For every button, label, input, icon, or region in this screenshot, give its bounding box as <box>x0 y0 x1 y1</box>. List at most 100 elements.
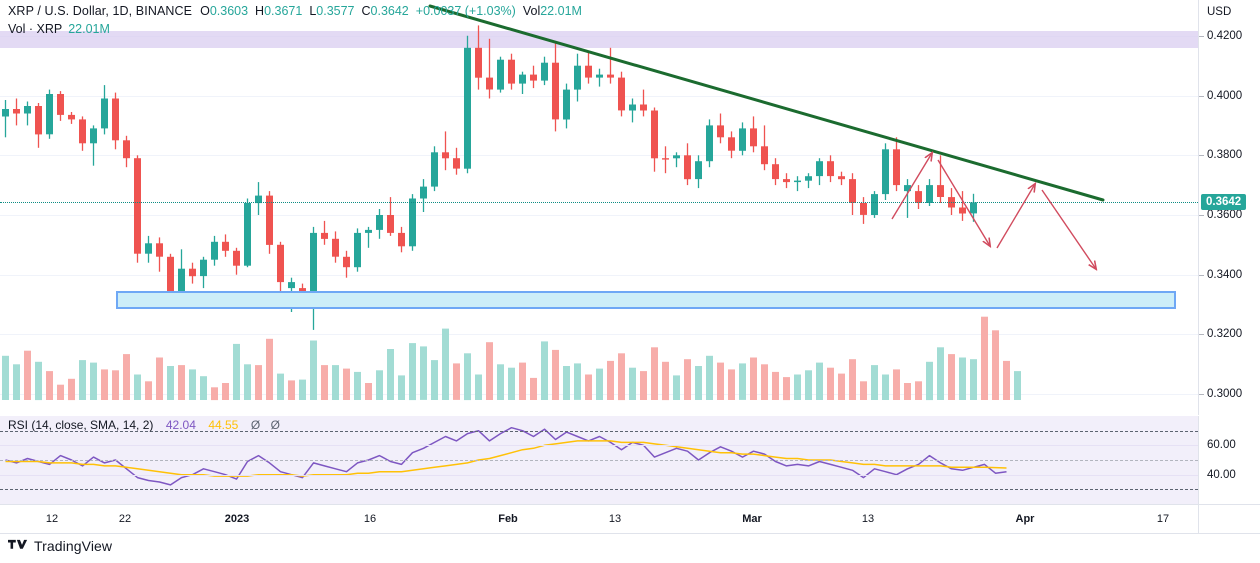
volume-bar <box>24 350 31 400</box>
rsi-axis-tick: 40.00 <box>1207 468 1236 481</box>
volume-bar <box>750 357 757 400</box>
candle-body <box>926 185 933 203</box>
candle-body <box>145 243 152 254</box>
volume-bar <box>662 361 669 401</box>
candle-body <box>739 128 746 151</box>
volume-bar <box>739 363 746 400</box>
price-axis[interactable]: USD 0.4200 0.4000 0.3800 0.3600 0.3400 0.3200… <box>1198 0 1260 415</box>
time-axis[interactable]: 12 22 2023 16 Feb 13 Mar 13 Apr 17 <box>0 504 1260 534</box>
volume-bar <box>2 355 9 400</box>
candle-body <box>563 89 570 120</box>
drawing-annotations[interactable] <box>0 0 1198 415</box>
rsi-gridline <box>0 474 1198 476</box>
candle-body <box>90 128 97 144</box>
resistance-band-overlay <box>0 31 1198 48</box>
volume-bar <box>332 365 339 400</box>
candle-body <box>970 202 977 214</box>
current-price-badge: 0.3642 <box>1201 194 1247 211</box>
candle-body <box>123 140 130 159</box>
volume-bar <box>79 360 86 400</box>
candle-body <box>552 62 559 120</box>
volume-bar <box>57 384 64 400</box>
candle-body <box>13 109 20 114</box>
volume-bar <box>618 353 625 401</box>
volume-bar <box>904 383 911 400</box>
volume-bar <box>464 353 471 401</box>
candle-body <box>387 215 394 233</box>
volume-bar <box>574 363 581 400</box>
axis-tick-mark <box>1199 155 1204 157</box>
volume-bar <box>343 368 350 400</box>
candle-body <box>827 161 834 177</box>
candle-body <box>398 232 405 247</box>
candle-body <box>618 77 625 111</box>
volume-bar <box>717 362 724 400</box>
candle-body <box>684 155 691 180</box>
candle-body <box>178 268 185 296</box>
candle-body <box>244 203 251 266</box>
volume-bar <box>783 377 790 401</box>
volume-bar <box>849 359 856 400</box>
volume-bar <box>112 370 119 400</box>
volume-bar <box>222 383 229 400</box>
volume-bar <box>552 349 559 400</box>
candle-body <box>541 62 548 81</box>
volume-bar <box>420 346 427 400</box>
tradingview-footer[interactable]: TradingView <box>8 538 112 554</box>
volume-bar <box>937 347 944 400</box>
volume-bar <box>497 364 504 400</box>
candle-body <box>904 185 911 192</box>
candle-body <box>409 198 416 247</box>
volume-bar <box>827 367 834 400</box>
projection-down-2[interactable] <box>1041 189 1096 269</box>
volume-bar <box>926 361 933 401</box>
time-axis-tick: Feb <box>498 513 518 525</box>
support-zone-rectangle[interactable] <box>116 291 1176 309</box>
volume-bar <box>695 366 702 400</box>
time-axis-tick: Mar <box>742 513 762 525</box>
projection-down-1[interactable] <box>937 159 990 246</box>
volume-bar <box>607 360 614 400</box>
rsi-axis[interactable]: 60.00 40.00 <box>1198 416 1260 504</box>
volume-bar <box>277 373 284 400</box>
volume-bar <box>596 368 603 400</box>
volume-bar <box>453 363 460 400</box>
price-axis-tick: 0.3000 <box>1207 388 1243 401</box>
rsi-midline <box>0 460 1198 461</box>
volume-bar <box>354 371 361 400</box>
volume-bar <box>475 374 482 400</box>
candle-body <box>629 104 636 111</box>
volume-bar <box>772 371 779 400</box>
candle-body <box>717 125 724 138</box>
rsi-pane[interactable] <box>0 416 1198 504</box>
candle-body <box>728 137 735 151</box>
projection-up-2[interactable] <box>996 184 1035 249</box>
volume-bar <box>585 374 592 400</box>
volume-bar <box>684 359 691 400</box>
candle-body <box>310 232 317 298</box>
price-axis-tick: 0.4200 <box>1207 29 1243 42</box>
volume-bar <box>409 343 416 401</box>
axis-tick-mark <box>1199 215 1204 216</box>
candle-body <box>354 232 361 268</box>
candle-body <box>805 176 812 181</box>
rsi-line-rsi <box>5 426 1007 486</box>
gridline <box>0 95 1198 97</box>
descending-resistance[interactable] <box>428 4 1105 202</box>
candle-body <box>871 194 878 215</box>
candle-body <box>376 215 383 230</box>
candle-body <box>915 191 922 203</box>
volume-bar <box>706 355 713 400</box>
price-pane[interactable] <box>0 0 1198 415</box>
gridline <box>0 334 1198 336</box>
volume-bars <box>2 316 1021 401</box>
candle-body <box>222 241 229 251</box>
volume-bar <box>970 359 977 400</box>
volume-bar <box>519 362 526 400</box>
projection-up-1[interactable] <box>891 153 932 220</box>
price-axis-tick: 0.3200 <box>1207 328 1243 341</box>
volume-bar <box>640 371 647 400</box>
volume-bar <box>893 369 900 400</box>
volume-bar <box>728 369 735 400</box>
candle-body <box>640 104 647 111</box>
